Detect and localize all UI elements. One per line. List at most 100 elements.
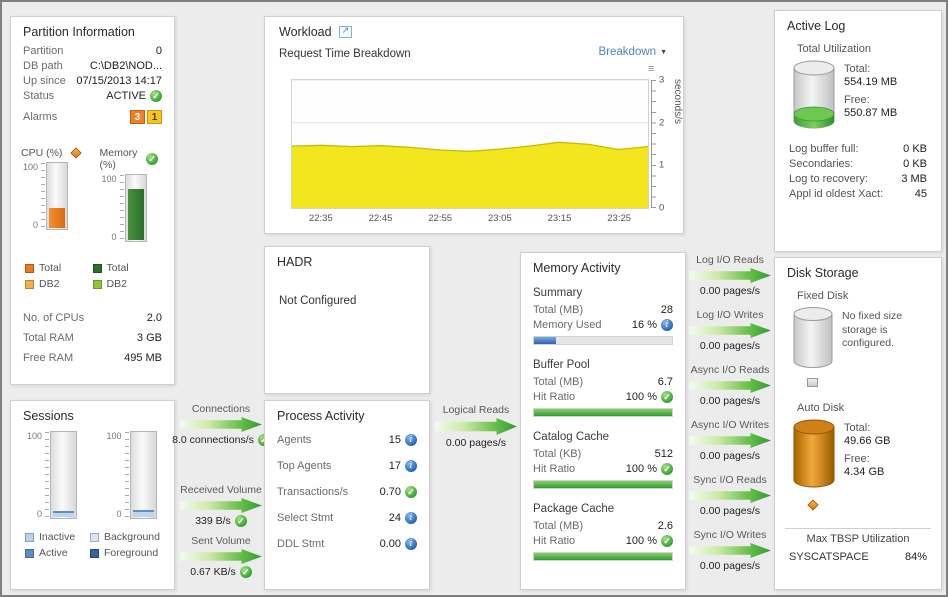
flow-arrow-icon xyxy=(689,543,771,558)
gauge-scale: 100 0 xyxy=(26,431,42,519)
legend-item: Total xyxy=(92,262,161,274)
flow-arrow-icon xyxy=(180,417,262,432)
sent-volume-flow: Sent Volume 0.67 KB/s xyxy=(177,535,265,578)
flow-arrow-icon xyxy=(689,488,771,503)
memory-activity-panel: Memory Activity Summary Total (MB) 28 Mem… xyxy=(520,252,686,590)
memory-total-swatch xyxy=(92,263,102,273)
panel-title: Sessions xyxy=(23,409,74,423)
chart-subtitle: Request Time Breakdown xyxy=(279,48,411,60)
warning-alarm-badge[interactable]: 3 xyxy=(130,109,145,124)
flow-arrow-icon xyxy=(689,268,771,283)
info-icon[interactable] xyxy=(405,434,417,446)
legend-item: DB2 xyxy=(25,278,93,290)
status-row: Status ACTIVE xyxy=(11,88,174,103)
flow-arrow-icon xyxy=(180,498,262,513)
total-value: 49.66 GB xyxy=(844,435,891,447)
free-label: Free: xyxy=(844,94,870,106)
tbsp-heading: Max TBSP Utilization xyxy=(785,528,931,545)
ok-icon xyxy=(146,153,158,165)
sessions-gauge-right: 100 0 xyxy=(105,431,165,519)
cpu-gauge-track xyxy=(46,162,68,230)
sessions-gauge-left: 100 0 xyxy=(25,431,85,519)
flow-arrow-icon xyxy=(689,378,771,393)
popout-icon[interactable] xyxy=(338,25,352,38)
secondaries-row: Secondaries: 0 KB xyxy=(789,157,927,170)
memory-gauge-fill xyxy=(127,189,144,240)
partition-row: Partition 0 xyxy=(11,43,174,58)
memory-db2-swatch xyxy=(92,279,102,289)
buffer-pool-hit-bar xyxy=(533,408,673,417)
free-label: Free: xyxy=(844,453,870,465)
chevron-down-icon xyxy=(660,49,667,56)
catalog-cache-hit-bar xyxy=(533,480,673,489)
active-swatch xyxy=(25,548,34,558)
field-label: Partition xyxy=(23,44,64,57)
agents-row: Agents 15 xyxy=(265,427,429,453)
gauge-ticks xyxy=(119,175,124,242)
flow-label: Logical Reads xyxy=(442,404,510,416)
flow-label: Connections xyxy=(191,403,251,415)
received-volume-flow: Received Volume 339 B/s xyxy=(177,484,265,527)
legend-item: Foreground xyxy=(89,547,160,559)
legend-item: Background xyxy=(89,531,160,543)
flow-arrow-icon xyxy=(435,418,517,435)
hadr-panel: HADR Not Configured xyxy=(264,246,430,394)
panel-title: Disk Storage xyxy=(787,266,859,280)
flow-arrow-icon xyxy=(689,323,771,338)
ok-icon xyxy=(661,534,673,547)
chart-options-icon[interactable] xyxy=(648,64,654,74)
y-axis-title: seconds/s xyxy=(672,79,683,125)
field-label: Status xyxy=(23,89,55,102)
active-log-panel: Active Log Total Utilization Total: 554.… xyxy=(774,10,942,252)
logical-reads-flow: Logical Reads 0.00 pages/s xyxy=(432,404,520,449)
info-icon[interactable] xyxy=(405,460,417,472)
cpu-gauge-label: CPU (%) xyxy=(21,147,63,159)
foreground-swatch xyxy=(89,548,99,558)
total-ram-row: Total RAM 3 GB xyxy=(23,332,162,344)
free-value: 550.87 MB xyxy=(844,107,898,119)
area-series-line xyxy=(291,141,649,152)
ok-icon xyxy=(234,515,247,527)
memory-gauge-label: Memory (%) xyxy=(99,147,138,171)
metric-row: Total (MB) 28 xyxy=(533,303,673,316)
warning-diamond-icon xyxy=(807,499,819,511)
log-buffer-full-row: Log buffer full: 0 KB xyxy=(789,142,927,155)
legend-item: Inactive xyxy=(25,531,90,543)
cpu-total-swatch xyxy=(25,263,34,273)
log-to-recovery-row: Log to recovery: 3 MB xyxy=(789,172,927,185)
workload-chart-svg xyxy=(291,79,649,208)
flow-value: 0.00 pages/s xyxy=(445,437,507,449)
async-io-reads-flow: Async I/O Reads 0.00 pages/s xyxy=(689,364,771,407)
status-value: ACTIVE xyxy=(106,89,146,102)
gauge-scale: 100 0 xyxy=(22,162,38,230)
utilization-label: Total Utilization xyxy=(797,43,871,55)
gauge-ticks xyxy=(41,163,45,230)
cpu-gauge-fill xyxy=(49,208,65,228)
section-heading: Summary xyxy=(533,287,583,299)
log-io-writes-flow: Log I/O Writes 0.00 pages/s xyxy=(686,309,774,352)
breakdown-dropdown[interactable]: Breakdown xyxy=(599,46,667,58)
ok-icon xyxy=(661,462,673,475)
top-agents-row: Top Agents 17 xyxy=(265,453,429,479)
info-icon[interactable] xyxy=(405,512,417,524)
gauge-scale: 100 0 xyxy=(101,174,117,242)
section-heading: Buffer Pool xyxy=(533,359,590,371)
ok-icon xyxy=(661,390,673,403)
y-axis xyxy=(651,80,656,208)
info-icon[interactable] xyxy=(661,318,673,331)
field-value: C:\DB2\NOD... xyxy=(89,59,162,72)
flow-label: Received Volume xyxy=(180,484,262,496)
cpu-db2-swatch xyxy=(25,279,34,289)
gauge-scale: 100 0 xyxy=(106,431,122,519)
info-icon[interactable] xyxy=(405,538,417,550)
connections-flow: Connections 8.0 connections/s xyxy=(172,403,270,446)
field-label: DB path xyxy=(23,59,63,72)
caution-alarm-badge[interactable]: 1 xyxy=(147,109,162,124)
gauge-ticks xyxy=(45,432,49,519)
ok-icon xyxy=(150,89,162,102)
section-heading: Catalog Cache xyxy=(533,431,610,443)
auto-disk-label: Auto Disk xyxy=(797,402,845,414)
panel-title: HADR xyxy=(277,255,313,269)
total-label: Total: xyxy=(844,63,871,75)
